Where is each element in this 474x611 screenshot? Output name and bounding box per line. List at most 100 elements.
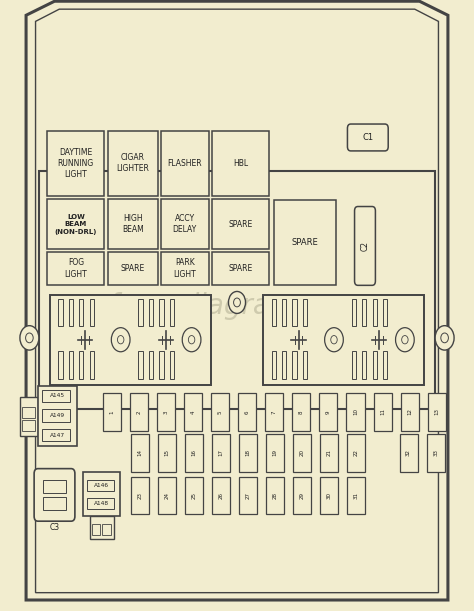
Text: SPARE: SPARE	[228, 264, 253, 273]
Text: 17: 17	[219, 449, 223, 456]
Bar	[58, 351, 63, 379]
Text: A148: A148	[94, 501, 109, 506]
Text: 11: 11	[380, 408, 385, 415]
Text: 5: 5	[218, 410, 223, 414]
Bar	[362, 351, 366, 379]
Bar	[292, 299, 297, 326]
Text: DAYTIME
RUNNING
LIGHT: DAYTIME RUNNING LIGHT	[58, 148, 94, 179]
Bar	[90, 299, 94, 326]
Text: SPARE: SPARE	[228, 220, 253, 229]
Text: 27: 27	[246, 492, 250, 499]
Bar	[149, 299, 153, 326]
Text: FLASHER: FLASHER	[167, 159, 202, 168]
Bar	[212, 252, 269, 285]
Bar	[319, 393, 337, 431]
Bar	[185, 434, 203, 472]
Text: CIGAR
LIGHTER: CIGAR LIGHTER	[117, 153, 149, 174]
Bar	[131, 434, 149, 472]
Text: 1: 1	[110, 410, 115, 414]
Bar	[69, 351, 73, 379]
Bar	[212, 477, 230, 514]
Bar	[282, 299, 286, 326]
Bar	[212, 131, 269, 196]
Text: A146: A146	[94, 483, 109, 488]
Bar	[42, 390, 70, 402]
Circle shape	[182, 327, 201, 352]
Bar	[185, 477, 203, 514]
Bar	[38, 386, 77, 446]
Text: 10: 10	[353, 408, 358, 415]
Text: SPARE: SPARE	[292, 238, 318, 247]
Text: SPARE: SPARE	[121, 264, 145, 273]
Bar	[362, 299, 366, 326]
Bar	[103, 393, 121, 431]
Circle shape	[188, 335, 195, 344]
Text: 9: 9	[326, 410, 331, 414]
Bar	[47, 252, 104, 285]
Bar	[347, 477, 365, 514]
Text: 31: 31	[354, 492, 358, 499]
Bar	[22, 407, 35, 418]
Text: 20: 20	[300, 449, 304, 456]
Bar	[293, 477, 311, 514]
Bar	[347, 434, 365, 472]
Text: 14: 14	[137, 449, 142, 456]
Bar	[400, 434, 418, 472]
Text: 3: 3	[164, 410, 169, 414]
Bar	[265, 393, 283, 431]
Circle shape	[441, 333, 448, 343]
Text: 33: 33	[433, 449, 438, 456]
Circle shape	[435, 326, 454, 350]
Bar	[303, 299, 307, 326]
Bar	[212, 199, 269, 249]
Bar	[87, 498, 114, 509]
Text: fusesdiagram.com: fusesdiagram.com	[109, 291, 365, 320]
Text: 18: 18	[246, 449, 250, 456]
Circle shape	[228, 291, 246, 313]
Bar	[130, 393, 148, 431]
Text: 29: 29	[300, 492, 304, 499]
Bar	[42, 429, 70, 441]
Bar	[43, 497, 66, 510]
Bar	[170, 299, 174, 326]
Bar	[373, 299, 377, 326]
FancyBboxPatch shape	[347, 124, 388, 151]
Bar	[401, 393, 419, 431]
Bar	[184, 393, 202, 431]
Circle shape	[26, 333, 33, 343]
Text: C2: C2	[361, 241, 369, 251]
Circle shape	[118, 335, 124, 344]
Text: ACCY
DELAY: ACCY DELAY	[173, 214, 197, 234]
Bar	[50, 295, 211, 385]
Bar	[79, 299, 83, 326]
Bar	[211, 393, 229, 431]
Bar	[102, 524, 111, 535]
Bar	[90, 351, 94, 379]
Bar	[272, 351, 276, 379]
Text: 28: 28	[273, 492, 277, 499]
Bar	[239, 434, 257, 472]
Bar	[161, 199, 209, 249]
Text: A147: A147	[50, 433, 65, 437]
Text: 32: 32	[406, 449, 411, 456]
Text: HIGH
BEAM: HIGH BEAM	[122, 214, 144, 234]
Bar	[346, 393, 365, 431]
Bar	[239, 477, 257, 514]
Text: A145: A145	[50, 393, 65, 398]
Bar	[158, 477, 176, 514]
Bar	[161, 252, 209, 285]
Text: 21: 21	[327, 449, 331, 456]
Text: 22: 22	[354, 449, 358, 456]
Bar	[47, 199, 104, 249]
Polygon shape	[26, 1, 448, 600]
Text: C1: C1	[362, 133, 374, 142]
Bar	[138, 351, 143, 379]
Text: C3: C3	[49, 523, 60, 532]
FancyBboxPatch shape	[355, 207, 375, 285]
Bar	[374, 393, 392, 431]
Bar	[20, 397, 38, 436]
Text: FOG
LIGHT: FOG LIGHT	[64, 258, 87, 279]
Text: 12: 12	[407, 408, 412, 415]
Bar	[47, 131, 104, 196]
Bar	[131, 477, 149, 514]
